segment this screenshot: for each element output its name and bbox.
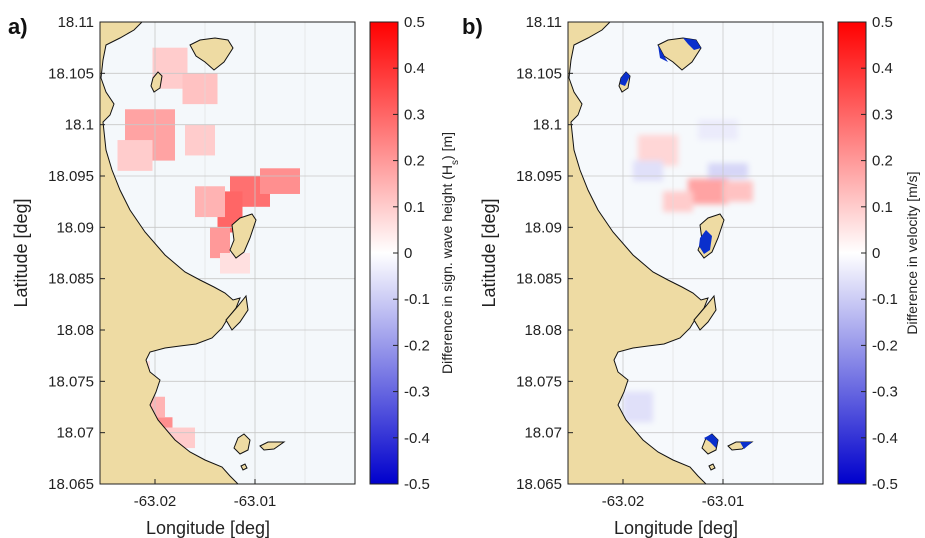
y-tick-label: 18.065 [48, 476, 94, 493]
panel-a-y-label: Latitude [deg] [11, 198, 31, 307]
colorbar-tick-label: 0.4 [872, 60, 893, 77]
colorbar-tick-label: -0.1 [404, 291, 430, 308]
y-tick-label: 18.08 [56, 322, 94, 339]
colorbar-tick-label: 0.3 [872, 106, 893, 123]
panel-a-land [100, 22, 286, 484]
panel-b-y-ticks: 18.065 18.07 18.075 18.08 18.085 18.09 18.095 1… [516, 14, 573, 493]
panel-b-edge-south2 [740, 442, 752, 449]
y-tick-label: 18.1 [65, 117, 94, 134]
panel-b-edge-north-island [683, 38, 701, 50]
panel-a-island-north [189, 37, 234, 71]
panel-a-colorbar-label: Difference in sign. wave height (Hs) [m] [439, 132, 461, 374]
colorbar-tick-label: 0.1 [404, 199, 425, 216]
panel-a-island-middle [229, 213, 257, 259]
colorbar-tick-label: -0.4 [404, 430, 430, 447]
y-tick-label: 18.11 [58, 14, 94, 31]
panel-b-blue-edges [620, 38, 752, 449]
field-cell [182, 73, 218, 105]
panel-b-x-label: Longitude [deg] [614, 518, 738, 538]
panel-b-land-main [568, 22, 709, 484]
panel-b-label: b) [462, 14, 483, 39]
colorbar-tick-label: 0.4 [404, 60, 425, 77]
field-cell [633, 160, 663, 182]
field-cell [185, 124, 215, 156]
panel-b-edge-middle-island [699, 230, 712, 254]
panel-b-colorbar-ticks: 0.5 0.4 0.3 0.2 0.1 0 -0.1 -0.2 -0.3 -0.4 -0.5 [861, 14, 898, 493]
panel-b-colorbar-label: Difference in velocity [m/s] [904, 171, 920, 334]
panel-a-x-label: Longitude [deg] [146, 518, 270, 538]
y-tick-label: 18.065 [516, 476, 562, 493]
colorbar-tick-label: 0.3 [404, 106, 425, 123]
colorbar-tick-label: 0 [872, 245, 880, 262]
field-cell [220, 253, 250, 274]
field-cell [663, 191, 693, 212]
panel-b-frame [567, 21, 824, 485]
y-tick-label: 18.095 [516, 168, 562, 185]
field-cell [210, 227, 230, 259]
panel-b-x-ticks: -63.02 -63.01 [602, 479, 745, 510]
panel-a-islet [240, 463, 248, 471]
panel-a-grid [100, 22, 355, 484]
y-tick-label: 18.1 [533, 117, 562, 134]
y-tick-label: 18.075 [48, 373, 94, 390]
panel-a-spit [225, 294, 249, 331]
y-tick-label: 18.09 [524, 219, 562, 236]
colorbar-tick-label: -0.3 [404, 384, 430, 401]
field-cell [688, 178, 728, 205]
colorbar-tick-label: 0.2 [404, 153, 425, 170]
field-cell [623, 391, 653, 423]
panel-a-y-ticks: 18.065 18.07 18.075 18.08 18.085 18.09 18.095 1… [48, 14, 105, 493]
y-tick-label: 18.075 [516, 373, 562, 390]
panel-b-edge-small-island [620, 72, 630, 86]
panel-b-spit [693, 294, 717, 331]
field-cell [723, 181, 753, 202]
colorbar-tick-label: 0.5 [404, 14, 425, 31]
x-tick-label: -63.02 [602, 493, 645, 510]
panel-a-island-small [150, 71, 163, 93]
panel-b-islet [708, 463, 716, 471]
y-tick-label: 18.11 [526, 14, 562, 31]
y-tick-label: 18.08 [524, 322, 562, 339]
x-tick-label: -63.01 [702, 493, 745, 510]
panel-a-frame [99, 21, 356, 485]
x-tick-label: -63.02 [134, 493, 177, 510]
colorbar-tick-label: 0.2 [872, 153, 893, 170]
y-tick-label: 18.07 [56, 425, 94, 442]
panel-a-island-south1 [233, 433, 251, 455]
colorbar-tick-label: -0.2 [404, 337, 430, 354]
panel-b-y-label: Latitude [deg] [479, 198, 499, 307]
panel-a-label: a) [8, 14, 28, 39]
panel-b-edge-north-island-west [658, 45, 668, 62]
panel-b-edge-south1 [704, 434, 718, 448]
y-tick-label: 18.085 [48, 271, 94, 288]
y-tick-label: 18.07 [524, 425, 562, 442]
field-cell [708, 163, 748, 179]
y-tick-label: 18.09 [56, 219, 94, 236]
y-tick-label: 18.105 [516, 65, 562, 82]
y-tick-label: 18.095 [48, 168, 94, 185]
panel-b: b) 18 [462, 14, 920, 538]
y-tick-label: 18.085 [516, 271, 562, 288]
colorbar-tick-label: 0.5 [872, 14, 893, 31]
field-cell [195, 186, 225, 218]
colorbar-tick-label: -0.3 [872, 384, 898, 401]
colorbar-tick-label: -0.4 [872, 430, 898, 447]
field-cell [260, 168, 300, 194]
panel-a-colorbar-ticks: 0.5 0.4 0.3 0.2 0.1 0 -0.1 -0.2 -0.3 -0.4 -0.5 [393, 14, 430, 493]
colorbar-tick-label: -0.5 [872, 476, 898, 493]
panel-a: a) 18.06518.0718.07518.0818.08518.0918.0… [8, 14, 461, 538]
panel-a-land-main [100, 22, 241, 484]
x-tick-label: -63.01 [234, 493, 277, 510]
panel-a-x-ticks: -63.02 -63.01 [134, 479, 277, 510]
field-cell [698, 119, 738, 141]
colorbar-tick-label: 0 [404, 245, 412, 262]
colorbar-tick-label: -0.5 [404, 476, 430, 493]
colorbar-tick-label: -0.2 [872, 337, 898, 354]
field-cell [117, 140, 153, 171]
panel-a-island-south2 [259, 441, 286, 451]
y-tick-label: 18.105 [48, 65, 94, 82]
colorbar-tick-label: 0.1 [872, 199, 893, 216]
colorbar-tick-label: -0.1 [872, 291, 898, 308]
